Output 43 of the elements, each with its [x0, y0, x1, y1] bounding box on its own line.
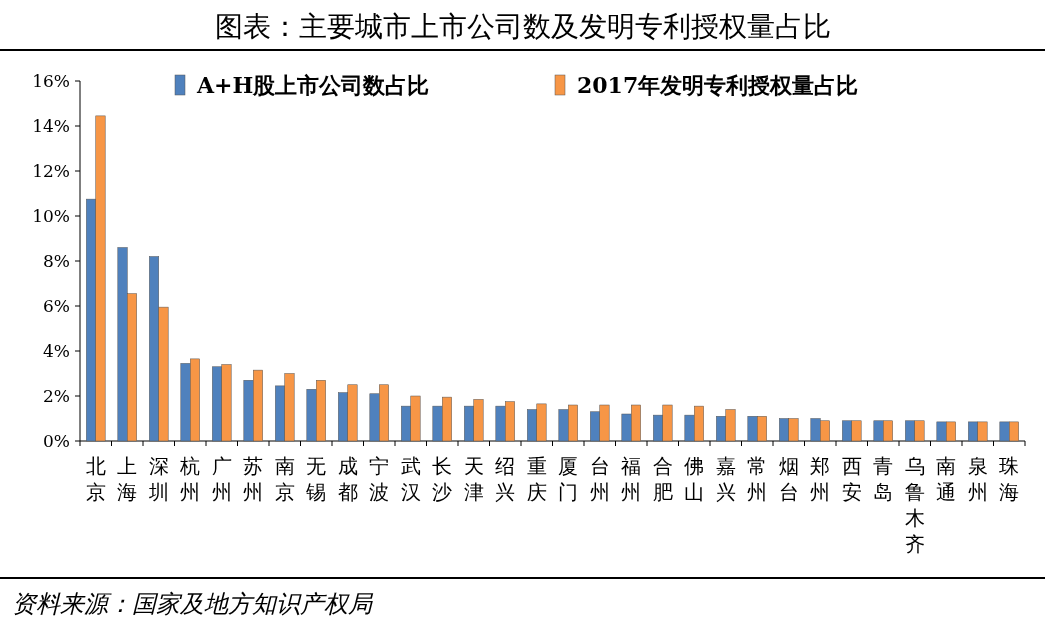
x-tick-label: 武汉	[400, 454, 421, 504]
x-tick-label: 成都	[337, 454, 358, 504]
x-tick-label: 绍兴	[495, 454, 516, 504]
x-tick-label: 合肥	[652, 454, 673, 504]
x-tick-label: 福州	[621, 454, 642, 504]
x-tick-label: 无锡	[305, 454, 327, 504]
x-tick-label: 西安	[841, 454, 862, 504]
text: 资料来源：国家及地方知识产权局	[12, 590, 374, 618]
y-tick-label: 2%	[43, 386, 70, 406]
y-tick-label: 12%	[32, 161, 70, 181]
x-tick-label: 南京	[274, 454, 295, 504]
chart-title: 图表：主要城市上市公司数及发明专利授权量占比	[214, 10, 831, 43]
x-tick-label: 郑州	[810, 454, 831, 504]
x-tick-label: 泉州	[967, 454, 988, 504]
y-tick-label: 14%	[32, 116, 70, 136]
y-tick-label: 0%	[43, 431, 70, 451]
x-tick-label: 乌鲁木齐	[904, 454, 925, 556]
x-tick-label: 佛山	[684, 454, 705, 504]
legend-label: 2017年发明专利授权量占比	[577, 72, 859, 98]
x-tick-label: 上海	[117, 454, 138, 504]
y-tick-label: 6%	[43, 296, 70, 316]
x-tick-label: 广州	[211, 454, 232, 504]
x-tick-label: 杭州	[179, 454, 201, 504]
x-tick-label: 珠海	[999, 454, 1020, 504]
x-tick-label: 厦门	[558, 454, 579, 504]
x-tick-label: 嘉兴	[715, 454, 736, 504]
x-tick-label: 天津	[463, 454, 484, 504]
y-tick-label: 16%	[32, 71, 70, 91]
y-tick-label: 4%	[43, 341, 70, 361]
y-tick-label: 10%	[32, 206, 70, 226]
x-tick-label: 北京	[85, 454, 106, 504]
legend-label: A+H股上市公司数占比	[196, 72, 430, 98]
y-tick-label: 8%	[43, 251, 70, 271]
x-tick-label: 长沙	[432, 454, 453, 504]
x-tick-label: 台州	[589, 454, 610, 504]
x-tick-label: 常州	[747, 454, 768, 504]
x-tick-label: 苏州	[243, 454, 264, 504]
x-tick-label: 南通	[936, 454, 957, 504]
x-tick-label: 烟台	[778, 454, 799, 504]
x-tick-label: 宁波	[369, 454, 390, 504]
x-tick-label: 重庆	[526, 454, 547, 504]
x-tick-label: 青岛	[873, 454, 894, 504]
x-tick-label: 深圳	[147, 454, 169, 504]
